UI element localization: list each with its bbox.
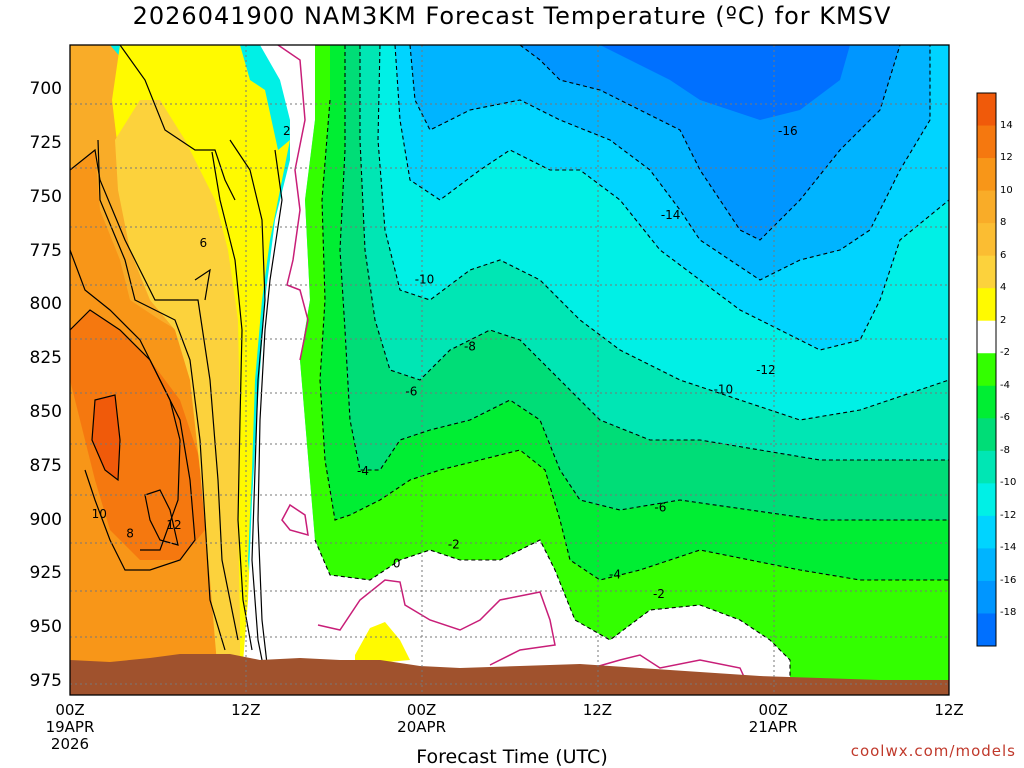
contour-label: -4 bbox=[357, 464, 369, 478]
colorbar-level-label: 10 bbox=[1000, 184, 1013, 196]
colorbar-level-label: -2 bbox=[1000, 347, 1010, 359]
warm-contours bbox=[70, 45, 283, 691]
contour-label: -6 bbox=[654, 501, 666, 515]
colorbar-swatch bbox=[977, 580, 996, 614]
band-yellow-blob bbox=[355, 622, 410, 665]
y-tick-label: 950 bbox=[29, 617, 62, 638]
chart-title: 2026041900 NAM3KM Forecast Temperature (… bbox=[132, 2, 892, 30]
x-tick-label: 12Z bbox=[582, 701, 613, 719]
y-tick-label: 925 bbox=[29, 563, 62, 584]
colorbar-swatch bbox=[977, 255, 996, 289]
x-tick-label: 00Z 20APR bbox=[397, 701, 446, 736]
colorbar-swatch bbox=[977, 158, 996, 192]
contour-label: -2 bbox=[653, 587, 665, 601]
contour-label: 0 bbox=[393, 557, 401, 571]
contour-zero-b bbox=[281, 503, 309, 537]
colorbar-swatch bbox=[977, 515, 996, 549]
band-green-teal bbox=[340, 45, 949, 520]
x-tick-label: 00Z 19APR 2026 bbox=[45, 701, 95, 753]
colorbar bbox=[976, 92, 997, 647]
colorbar-swatch bbox=[977, 548, 996, 582]
band-teal bbox=[360, 45, 949, 460]
y-tick-label: 900 bbox=[29, 509, 62, 530]
x-tick-label: 12Z bbox=[231, 701, 261, 719]
y-tick-label: 725 bbox=[29, 133, 62, 153]
colorbar-level-label: -18 bbox=[1000, 607, 1017, 619]
colorbar-swatch bbox=[977, 190, 996, 224]
contour-label: -10 bbox=[415, 273, 435, 287]
colorbar-level-label: 14 bbox=[1000, 119, 1013, 131]
colorbar-level-label: -8 bbox=[1000, 444, 1010, 456]
colorbar-level-label: -6 bbox=[1000, 412, 1010, 424]
contour-label: 6 bbox=[199, 236, 207, 250]
band-white bbox=[240, 45, 790, 695]
band-green-bright bbox=[300, 45, 949, 695]
colorbar-level-label: 4 bbox=[1000, 282, 1007, 294]
colorbar-swatch bbox=[977, 288, 996, 322]
y-tick-label: 825 bbox=[29, 348, 62, 369]
temperature-field bbox=[70, 45, 949, 695]
contour-label: -4 bbox=[609, 567, 621, 581]
colorbar-level-label: 6 bbox=[1000, 249, 1007, 261]
contour-label: -6 bbox=[405, 385, 417, 399]
y-tick-label: 850 bbox=[29, 402, 62, 423]
contour-zero-d bbox=[584, 654, 751, 691]
y-tick-label: 875 bbox=[29, 455, 62, 476]
colorbar-swatch bbox=[977, 450, 996, 484]
contour-label: 10 bbox=[92, 507, 107, 521]
terrain bbox=[70, 654, 949, 695]
x-axis-label: Forecast Time (UTC) bbox=[416, 746, 608, 768]
colorbar-level-label: 12 bbox=[1000, 152, 1013, 164]
credit-link[interactable]: coolwx.com/models bbox=[850, 742, 1016, 760]
colorbar-swatch bbox=[977, 125, 996, 159]
contour-label: 8 bbox=[126, 527, 134, 541]
contour-zero-a bbox=[277, 45, 309, 361]
colorbar-swatch bbox=[977, 483, 996, 517]
colorbar-frame bbox=[976, 92, 997, 647]
contour-label: -8 bbox=[464, 339, 476, 353]
band-yellow-inner bbox=[115, 100, 240, 695]
plot-frame bbox=[69, 44, 950, 696]
contour-label: -16 bbox=[778, 124, 798, 138]
colorbar-level-label: 2 bbox=[1000, 314, 1007, 326]
contour-label: 2 bbox=[283, 124, 291, 138]
colorbar-swatch bbox=[977, 613, 996, 647]
y-tick-label: 775 bbox=[29, 240, 62, 261]
colorbar-level-label: -16 bbox=[1000, 574, 1017, 586]
y-tick-label: 750 bbox=[29, 186, 62, 207]
contour-labels: 2 6 10 8 12 0 -2 -4 -6 -8 -10 -4 -2 -6 -10 -12 -14 -16 bbox=[92, 124, 798, 601]
y-tick-label: 975 bbox=[29, 671, 62, 692]
band-deep-orange bbox=[70, 310, 205, 560]
colorbar-swatch bbox=[977, 93, 996, 127]
contour-label: -14 bbox=[661, 208, 681, 222]
contour-label: -12 bbox=[756, 363, 776, 377]
contour-label: -10 bbox=[714, 382, 734, 396]
band-red-orange bbox=[92, 395, 120, 480]
colorbar-level-label: -10 bbox=[1000, 477, 1017, 489]
y-tick-label: 700 bbox=[29, 79, 62, 100]
colorbar-swatch bbox=[977, 353, 996, 387]
colorbar-swatch bbox=[977, 223, 996, 257]
x-tick-label: 00Z 21APR bbox=[748, 701, 798, 736]
colorbar-level-label: -14 bbox=[1000, 542, 1017, 554]
contour-zero-c bbox=[317, 579, 556, 666]
colorbar-level-label: 8 bbox=[1000, 217, 1007, 229]
contour-label: 12 bbox=[166, 518, 181, 532]
band-green bbox=[320, 45, 949, 580]
colorbar-level-label: -4 bbox=[1000, 379, 1010, 391]
colorbar-swatch bbox=[977, 320, 996, 354]
y-tick-label: 800 bbox=[29, 294, 62, 315]
contour-label: -2 bbox=[448, 537, 460, 551]
colorbar-swatch bbox=[977, 418, 996, 452]
band-blue-darkest bbox=[600, 45, 850, 120]
x-tick-label: 12Z bbox=[934, 701, 964, 719]
colorbar-swatch bbox=[977, 385, 996, 419]
grid bbox=[70, 45, 949, 695]
colorbar-level-label: -12 bbox=[1000, 509, 1017, 521]
